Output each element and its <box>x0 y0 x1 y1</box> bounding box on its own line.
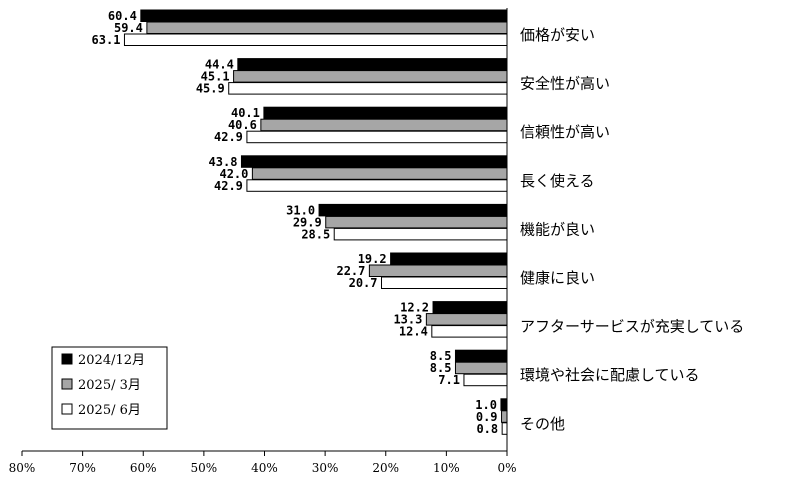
data-label: 22.7 <box>336 264 365 278</box>
data-label: 44.4 <box>205 58 234 72</box>
bar <box>432 301 508 314</box>
bar <box>246 130 508 144</box>
data-label: 12.2 <box>400 301 429 315</box>
bar <box>325 215 508 229</box>
bar <box>228 82 508 95</box>
data-label: 45.9 <box>196 82 225 96</box>
data-label: 28.5 <box>301 227 330 241</box>
bar <box>263 106 508 120</box>
data-label: 43.8 <box>209 155 238 169</box>
bar <box>454 361 508 375</box>
bar <box>501 410 508 423</box>
legend-swatch <box>61 378 73 390</box>
x-tick-label: 0% <box>497 461 516 475</box>
legend-label: 2025/ 6月 <box>78 403 141 418</box>
category-label: 価格が安い <box>520 26 595 44</box>
legend-label: 2024/12月 <box>78 353 145 368</box>
bar <box>237 58 508 71</box>
legend-swatch <box>61 403 73 415</box>
x-tick-label: 20% <box>372 461 399 475</box>
data-label: 40.1 <box>231 106 260 120</box>
data-label: 60.4 <box>108 9 137 23</box>
data-label: 31.0 <box>286 203 315 217</box>
bar <box>240 155 508 168</box>
bar <box>454 349 508 363</box>
x-tick-label: 30% <box>312 461 339 475</box>
data-label: 8.5 <box>430 361 452 375</box>
data-label: 45.1 <box>201 70 230 84</box>
category-label: アフターサービスが充実している <box>520 318 744 336</box>
legend-label: 2025/ 3月 <box>78 378 141 393</box>
bar <box>431 325 508 338</box>
x-tick-label: 10% <box>433 461 460 475</box>
bar <box>333 227 508 241</box>
data-label: 12.4 <box>399 325 428 339</box>
x-tick-label: 50% <box>191 461 218 475</box>
x-tick-label: 60% <box>130 461 157 475</box>
data-label: 42.9 <box>214 130 243 144</box>
data-label: 42.9 <box>214 179 243 193</box>
category-label: 機能が良い <box>520 220 595 238</box>
bar <box>318 203 508 217</box>
bar <box>501 422 508 435</box>
bar <box>260 118 508 132</box>
data-label: 1.0 <box>475 398 497 412</box>
bar <box>146 21 508 34</box>
x-tick-label: 70% <box>69 461 96 475</box>
category-label: その他 <box>520 415 565 433</box>
bar <box>246 179 508 192</box>
bar <box>251 167 508 180</box>
x-tick-label: 80% <box>9 461 36 475</box>
x-tick-label: 40% <box>251 461 278 475</box>
bar <box>140 9 508 22</box>
category-label: 環境や社会に配慮している <box>520 366 700 384</box>
category-label: 信頼性が高い <box>520 123 610 141</box>
data-label: 20.7 <box>349 276 378 290</box>
data-label: 19.2 <box>358 252 387 266</box>
bar <box>500 398 508 411</box>
data-label: 13.3 <box>393 313 422 327</box>
bar <box>123 33 508 46</box>
data-label: 59.4 <box>114 21 143 35</box>
data-label: 40.6 <box>228 118 257 132</box>
data-label: 42.0 <box>219 167 248 181</box>
data-label: 8.5 <box>430 349 452 363</box>
bar <box>425 313 508 326</box>
data-label: 0.8 <box>476 422 498 436</box>
bar <box>381 276 508 289</box>
bar <box>368 264 508 277</box>
bar <box>390 252 508 265</box>
data-label: 29.9 <box>293 215 322 229</box>
category-label: 安全性が高い <box>520 75 610 93</box>
category-label: 健康に良い <box>520 269 595 287</box>
data-label: 0.9 <box>476 410 498 424</box>
category-label: 長く使える <box>520 172 595 190</box>
data-label: 7.1 <box>438 373 460 387</box>
bar <box>233 70 508 83</box>
legend-swatch <box>61 353 73 365</box>
data-label: 63.1 <box>92 33 121 47</box>
bar <box>463 373 508 387</box>
